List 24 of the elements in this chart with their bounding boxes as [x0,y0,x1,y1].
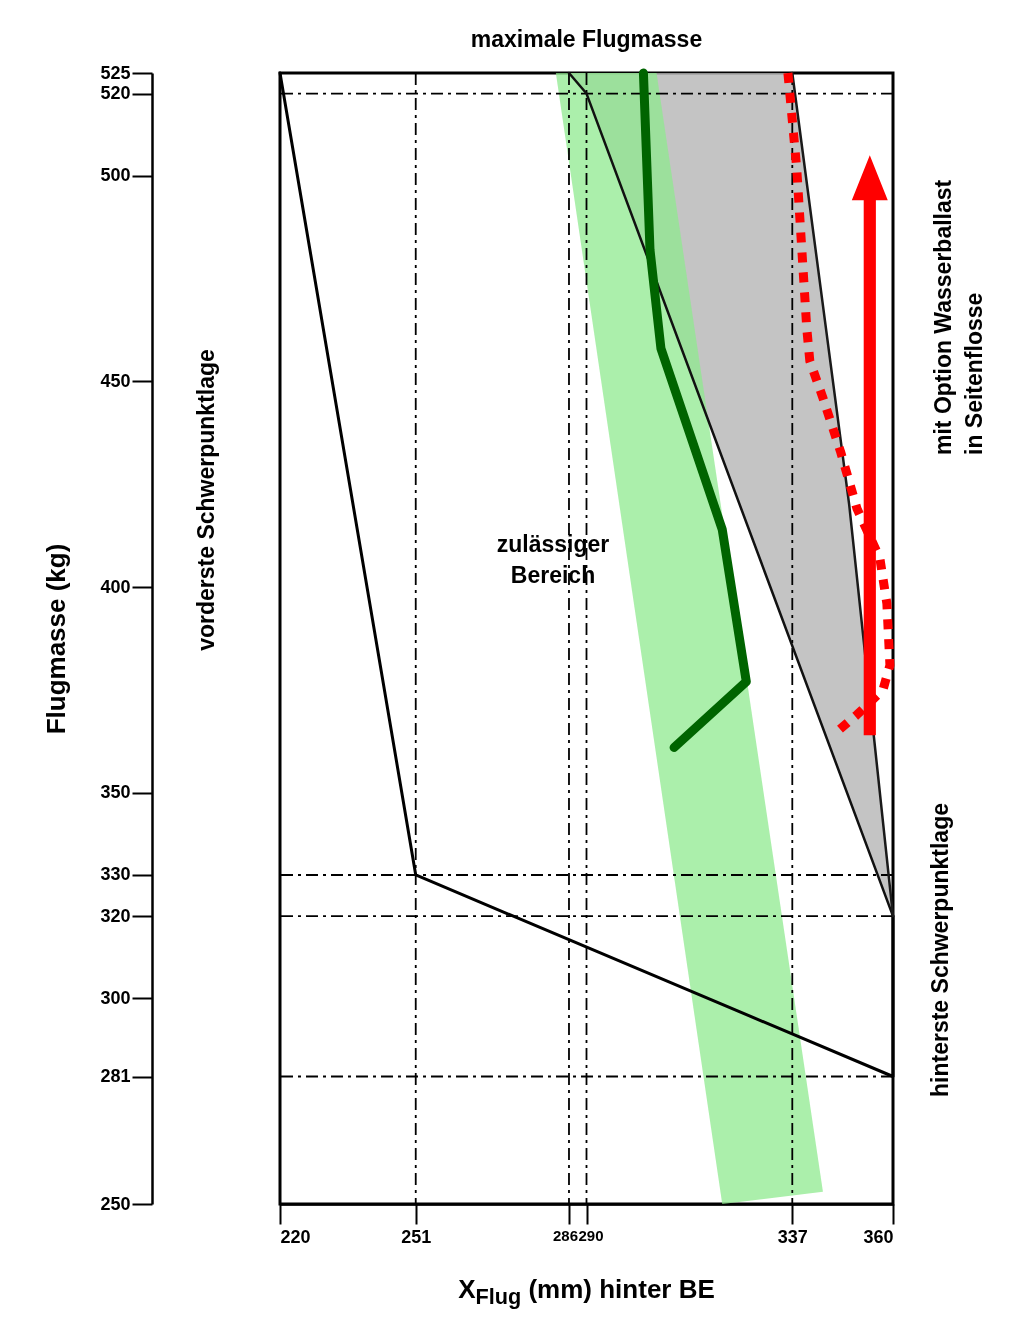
text: vorderste Schwerpunktlage [193,349,219,651]
annotation: zulässiger Bereich [496,531,610,588]
x-tick-label: 286 [552,1226,578,1244]
x-tick-label: 290 [578,1226,604,1244]
y-tick-label: 281 [100,1066,131,1087]
x-tick-label: 220 [280,1226,311,1247]
text: hinterste Schwerpunktlage [927,803,953,1097]
y-tick-label: 330 [100,864,131,885]
x-tick-label: 251 [401,1226,432,1247]
y-axis-title: Flugmasse (kg) [41,543,72,735]
y-tick-label: 450 [100,370,131,391]
y-tick-label: 525 [100,62,131,83]
y-tick-label: 300 [100,987,131,1008]
y-tick-label: 520 [100,83,131,104]
chart-title: maximale Flugmasse [470,26,703,52]
y-tick-label: 250 [100,1193,131,1214]
y-tick-label: 350 [100,782,131,803]
y-tick-label: 500 [100,165,131,186]
x-tick-label: 337 [777,1226,808,1247]
x-axis-title: X$_{Flug}$ (mm) hinter BE [458,1274,715,1311]
text: mit Option Wasserballast in Seitenflosse [930,179,987,455]
x-tick-label: 360 [863,1226,894,1247]
y-tick-label: 320 [100,905,131,926]
y-tick-label: 400 [100,576,131,597]
